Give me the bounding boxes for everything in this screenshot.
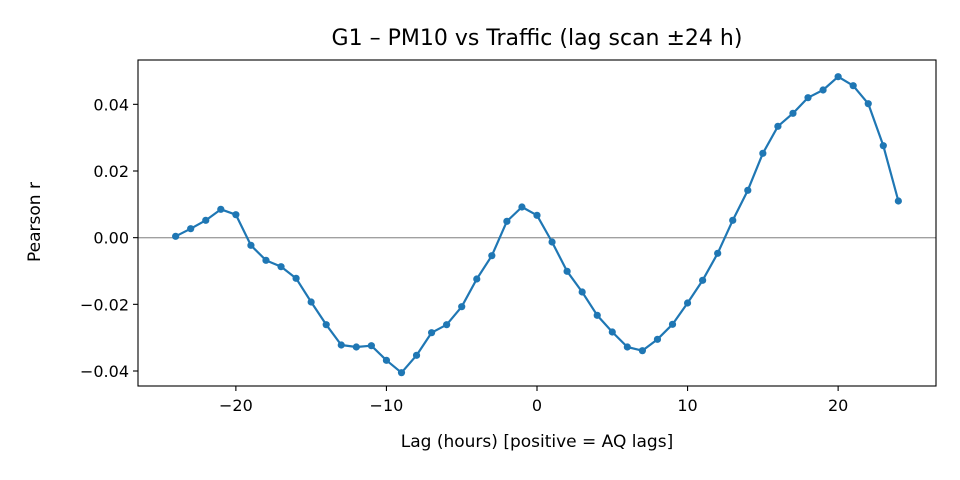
data-point xyxy=(879,142,887,150)
data-point xyxy=(864,100,872,108)
data-point xyxy=(714,249,722,257)
data-point xyxy=(608,328,616,336)
y-tick-label: −0.04 xyxy=(80,362,129,381)
data-point xyxy=(774,122,782,130)
data-point xyxy=(262,256,270,264)
data-point xyxy=(563,267,571,275)
data-point xyxy=(699,276,707,284)
y-axis-label: Pearson r xyxy=(25,182,45,262)
data-point xyxy=(458,303,466,311)
x-tick-label: −20 xyxy=(219,396,253,415)
data-point xyxy=(593,311,601,319)
data-point xyxy=(397,369,406,377)
data-point xyxy=(548,238,556,246)
y-axis-ticks: −0.04 −0.02 0.00 0.02 0.04 xyxy=(80,95,138,381)
data-point xyxy=(292,274,300,282)
data-point xyxy=(533,211,541,219)
chart-title: G1 – PM10 vs Traffic (lag scan ±24 h) xyxy=(332,26,743,51)
data-point xyxy=(894,197,902,205)
data-point xyxy=(653,335,662,343)
data-point xyxy=(759,149,767,157)
data-point xyxy=(578,288,586,296)
x-tick-label: 20 xyxy=(828,396,848,415)
data-point xyxy=(849,82,857,90)
data-point xyxy=(744,186,752,194)
data-point xyxy=(277,263,285,271)
x-tick-label: 10 xyxy=(677,396,697,415)
data-point xyxy=(217,205,225,213)
data-point xyxy=(804,94,812,102)
data-point xyxy=(352,343,360,351)
y-tick-label: 0.04 xyxy=(93,95,129,114)
data-point xyxy=(473,275,481,283)
data-point xyxy=(789,109,797,117)
data-point xyxy=(503,217,511,225)
data-point xyxy=(623,343,631,351)
data-point xyxy=(382,356,391,364)
x-tick-label: 0 xyxy=(532,396,542,415)
data-point xyxy=(337,341,345,349)
data-point xyxy=(488,252,496,260)
data-point xyxy=(172,232,180,240)
x-axis-ticks: −20 −10 0 10 20 xyxy=(219,386,848,415)
data-point xyxy=(322,321,330,329)
data-point xyxy=(232,211,240,219)
data-point xyxy=(683,299,692,307)
y-tick-label: 0.02 xyxy=(93,162,129,181)
data-point xyxy=(367,342,375,350)
x-axis-label: Lag (hours) [positive = AQ lags] xyxy=(401,432,673,452)
x-tick-label: −10 xyxy=(370,396,404,415)
series-layer xyxy=(172,73,902,377)
data-point xyxy=(518,203,526,211)
y-tick-label: 0.00 xyxy=(93,229,129,248)
data-point xyxy=(428,329,436,337)
data-point xyxy=(819,86,827,94)
data-point xyxy=(443,321,451,329)
data-point xyxy=(729,216,737,224)
data-point xyxy=(202,216,210,224)
data-point xyxy=(412,351,421,359)
data-point xyxy=(187,225,195,233)
y-tick-label: −0.02 xyxy=(80,295,129,314)
data-point xyxy=(638,347,646,355)
data-point xyxy=(247,241,255,249)
data-point xyxy=(307,298,315,306)
data-point xyxy=(668,320,677,328)
data-point xyxy=(834,73,842,81)
